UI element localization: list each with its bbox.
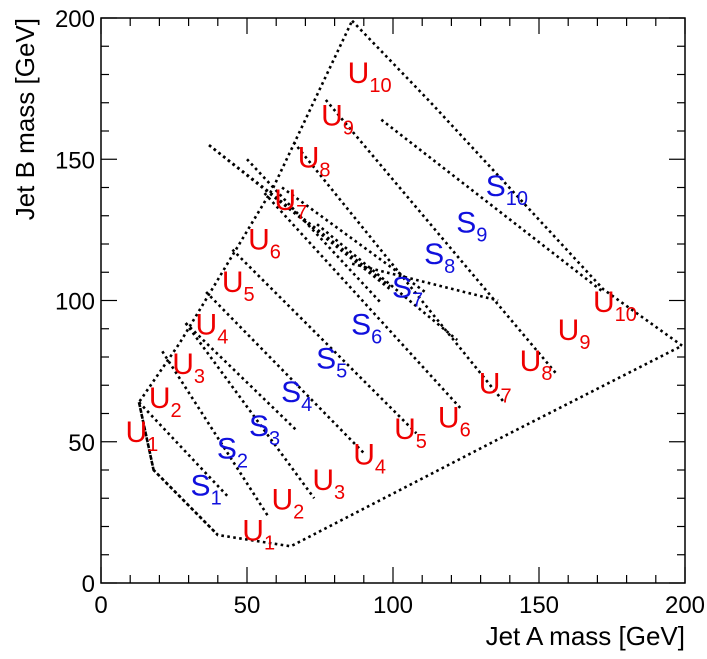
x-tick-label: 200 (665, 592, 705, 619)
y-axis-label: Jet B mass [GeV] (10, 18, 40, 220)
outer-boundary (137, 19, 685, 548)
region-label: S3 (249, 410, 280, 450)
tick-labels: 0 50 100 150 200 0 50 100 150 200 (55, 6, 705, 619)
region-label: S8 (424, 238, 455, 278)
region-label: U5 (222, 266, 255, 306)
region-divider (205, 291, 365, 454)
region-label: U10 (593, 286, 637, 326)
region-label: S1 (191, 469, 222, 509)
region-label: S7 (392, 272, 423, 312)
region-label: U9 (321, 99, 354, 139)
region-label: S10 (486, 170, 528, 210)
region-label: U5 (394, 413, 427, 453)
region-divider (208, 144, 391, 288)
region-divider (161, 350, 269, 516)
region-label: S2 (217, 433, 248, 473)
region-label: U3 (172, 348, 205, 388)
region-label: S9 (456, 207, 487, 247)
axis-ticks (100, 17, 686, 584)
region-label: U7 (479, 368, 512, 408)
region-label: S4 (281, 376, 312, 416)
y-tick-label: 200 (55, 6, 95, 33)
region-label: U6 (438, 402, 471, 442)
y-tick-label: 100 (55, 289, 95, 316)
region-divider (231, 248, 418, 435)
region-label: U8 (520, 345, 553, 385)
boundary-lines (137, 19, 685, 548)
x-tick-label: 100 (373, 592, 413, 619)
region-divider (184, 322, 316, 500)
region-label: U2 (271, 484, 304, 524)
y-tick-label: 0 (82, 571, 95, 598)
region-label: U9 (558, 314, 591, 354)
region-label: U3 (312, 464, 345, 504)
x-tick-label: 150 (519, 592, 559, 619)
region-label: U1 (242, 515, 275, 555)
region-label: U8 (298, 142, 331, 182)
region-divider (316, 223, 459, 342)
region-label: U10 (348, 57, 392, 97)
region-labels: U1U2U3U4U5U6U7U8U9U10S1S2S3S4S5S6S7S8S9S… (125, 57, 636, 555)
region-divider (263, 192, 462, 409)
region-label: U4 (353, 438, 386, 478)
region-label: S6 (351, 308, 382, 348)
region-label: U7 (274, 184, 307, 224)
region-label: U6 (248, 224, 281, 264)
region-label: U2 (149, 382, 182, 422)
x-tick-label: 0 (94, 592, 107, 619)
region-divider (351, 262, 499, 302)
region-divider (184, 322, 298, 432)
y-tick-label: 50 (68, 430, 95, 457)
region-divider (292, 141, 505, 404)
region-label: S5 (316, 342, 347, 382)
x-tick-label: 50 (234, 592, 261, 619)
region-divider (380, 118, 605, 294)
region-label: U1 (125, 416, 158, 456)
region-divider (246, 158, 383, 305)
y-tick-label: 150 (55, 147, 95, 174)
x-axis-label: Jet A mass [GeV] (486, 621, 685, 651)
region-divider (138, 401, 231, 500)
region-label: U4 (196, 308, 229, 348)
